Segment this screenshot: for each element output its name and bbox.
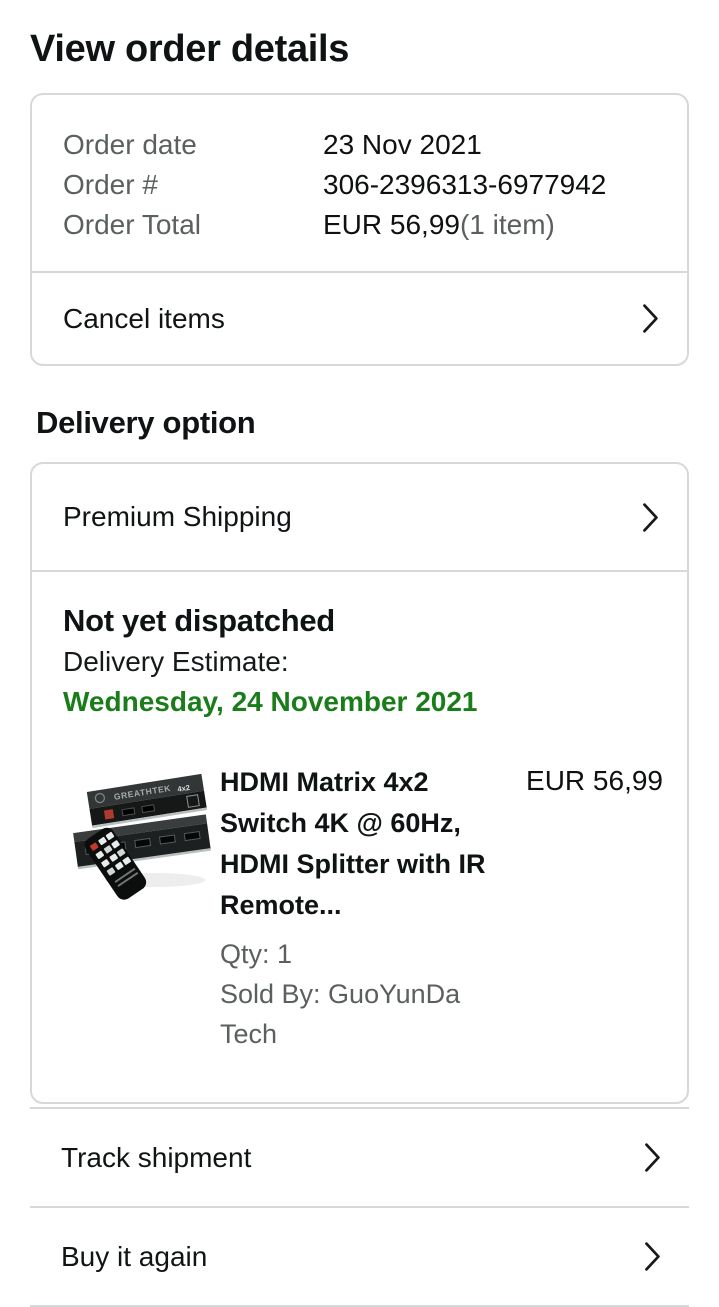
- premium-shipping-row[interactable]: Premium Shipping: [32, 464, 687, 570]
- order-details-page: View order details Order date 23 Nov 202…: [30, 28, 689, 1307]
- hdmi-matrix-switch-product-photo[interactable]: GREATHTEK 4x2: [63, 762, 215, 900]
- order-number-row: Order # 306-2396313-6977942: [63, 165, 656, 205]
- product-sold-by: Sold By: GuoYunDa Tech: [220, 979, 461, 1049]
- order-total-row: Order Total EUR 56,99 (1 item): [63, 205, 656, 245]
- cancel-items-row[interactable]: Cancel items: [32, 271, 687, 364]
- track-shipment-label: Track shipment: [61, 1141, 252, 1173]
- product-title[interactable]: HDMI Matrix 4x2 Switch 4K @ 60Hz, HDMI S…: [220, 767, 486, 920]
- order-summary-card: Order date 23 Nov 2021 Order # 306-23963…: [30, 93, 689, 366]
- delivery-estimate-label: Delivery Estimate:: [63, 646, 289, 677]
- shipment-status-section: Not yet dispatched Delivery Estimate: We…: [32, 570, 687, 1102]
- order-actions-list: Track shipment Buy it again: [30, 1107, 689, 1307]
- order-total-value: EUR 56,99: [323, 209, 460, 240]
- order-total-item-count: (1 item): [459, 209, 555, 240]
- buy-it-again-label: Buy it again: [61, 1240, 208, 1272]
- order-total-label: Order Total: [63, 209, 201, 240]
- premium-shipping-label: Premium Shipping: [63, 501, 292, 532]
- order-date-value: 23 Nov 2021: [323, 129, 482, 160]
- buy-it-again-row[interactable]: Buy it again: [30, 1208, 689, 1307]
- product-row: GREATHTEK 4x2: [63, 762, 663, 1054]
- order-summary-info: Order date 23 Nov 2021 Order # 306-23963…: [32, 95, 687, 271]
- chevron-right-icon: [645, 1143, 660, 1172]
- svg-text:4x2: 4x2: [177, 783, 191, 794]
- product-price: EUR 56,99: [526, 765, 663, 796]
- chevron-right-icon: [645, 1242, 660, 1271]
- product-details: HDMI Matrix 4x2 Switch 4K @ 60Hz, HDMI S…: [220, 762, 520, 1054]
- page-title: View order details: [30, 28, 350, 70]
- delivery-estimate-date: Wednesday, 24 November 2021: [63, 686, 478, 717]
- delivery-card: Premium Shipping Not yet dispatched Deli…: [30, 462, 689, 1104]
- order-date-label: Order date: [63, 129, 197, 160]
- order-date-row: Order date 23 Nov 2021: [63, 125, 656, 165]
- track-shipment-row[interactable]: Track shipment: [30, 1109, 689, 1208]
- order-number-value: 306-2396313-6977942: [323, 169, 607, 200]
- chevron-right-icon: [643, 304, 658, 333]
- product-quantity: Qty: 1: [220, 939, 293, 969]
- cancel-items-label: Cancel items: [63, 302, 225, 334]
- chevron-right-icon: [643, 502, 658, 532]
- shipment-status-heading: Not yet dispatched: [63, 603, 335, 638]
- order-number-label: Order #: [63, 169, 158, 200]
- delivery-option-heading: Delivery option: [36, 405, 256, 440]
